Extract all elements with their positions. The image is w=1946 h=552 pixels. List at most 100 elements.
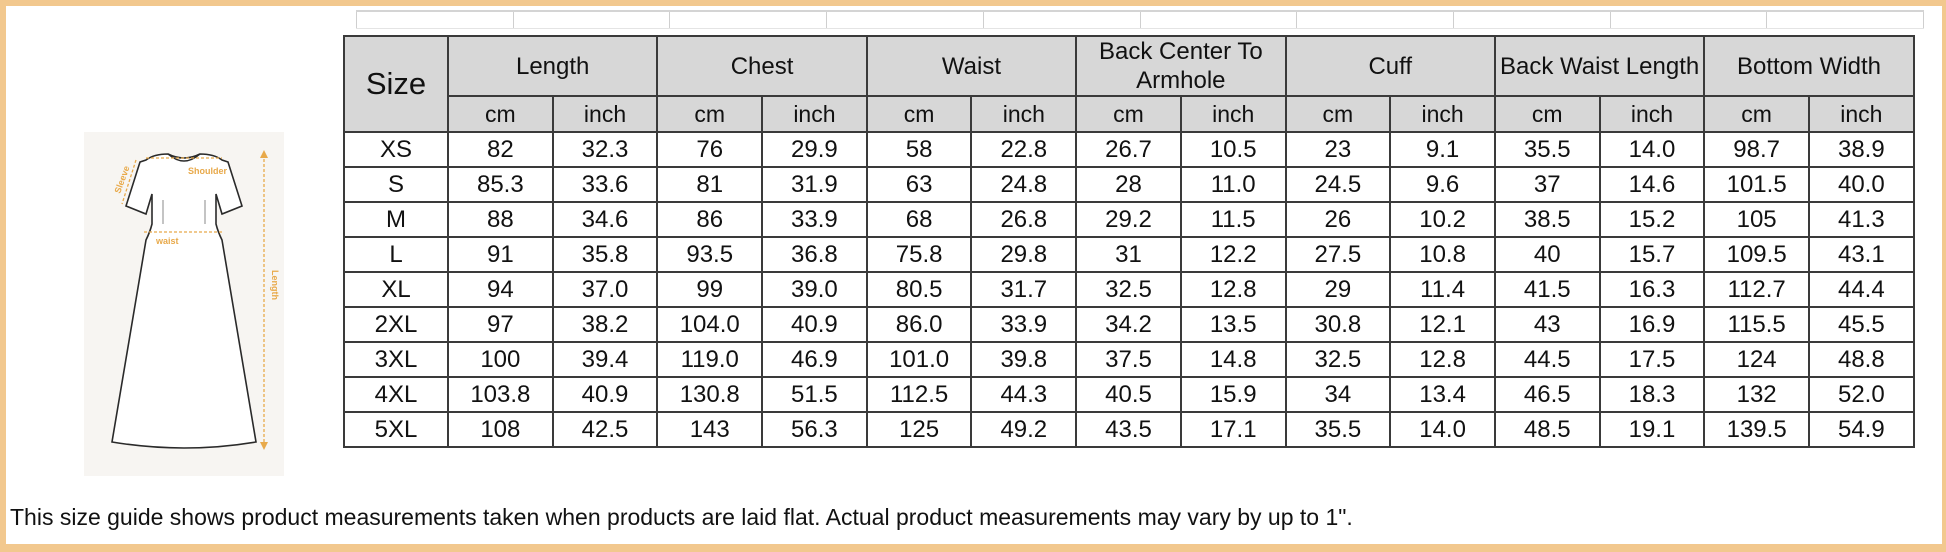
size-cell: 4XL [343, 376, 449, 413]
measurement-cell: 24.5 [1284, 166, 1392, 203]
measurement-cell: 93.5 [656, 236, 764, 273]
unit-header: cm [447, 95, 554, 133]
unit-header: inch [1389, 95, 1496, 133]
measurement-cell: 17.1 [1179, 411, 1287, 448]
measurement-cell: 88 [447, 201, 554, 238]
measurement-cell: 103.8 [447, 376, 554, 413]
measurement-cell: 105 [1703, 201, 1810, 238]
measurement-cell: 86 [656, 201, 764, 238]
measurement-cell: 28 [1075, 166, 1182, 203]
measurement-cell: 34.2 [1075, 306, 1182, 343]
measurement-group-header: Back Center To Armhole [1075, 35, 1287, 97]
measurement-cell: 37.5 [1075, 341, 1182, 378]
measurement-cell: 15.7 [1598, 236, 1706, 273]
measurement-cell: 115.5 [1703, 306, 1810, 343]
measurement-cell: 33.6 [551, 166, 659, 203]
measurement-cell: 26 [1284, 201, 1392, 238]
measurement-cell: 46.9 [761, 341, 868, 378]
measurement-cell: 11.4 [1389, 271, 1496, 308]
table-row: L 91 35.8 93.5 36.8 75.8 29.8 31 12.2 27.5 10.8 40 1… [343, 236, 1915, 273]
measurement-cell: 37 [1493, 166, 1601, 203]
measurement-cell: 40.9 [551, 376, 659, 413]
measurement-cell: 81 [656, 166, 764, 203]
size-cell: XL [343, 271, 449, 308]
measurement-cell: 33.9 [761, 201, 868, 238]
measurement-cell: 43.5 [1075, 411, 1182, 448]
measurement-cell: 125 [865, 411, 973, 448]
measurement-cell: 9.6 [1389, 166, 1496, 203]
size-chart-table: Size Length Chest Waist Back Center To Armh… [343, 35, 1915, 448]
measurement-cell: 24.8 [970, 166, 1078, 203]
measurement-cell: 18.3 [1598, 376, 1706, 413]
measurement-cell: 14.0 [1598, 131, 1706, 168]
size-column-header: Size [343, 35, 449, 133]
measurement-cell: 124 [1703, 341, 1810, 378]
size-cell: 2XL [343, 306, 449, 343]
measurement-cell: 38.2 [551, 306, 659, 343]
measurement-cell: 35.5 [1284, 411, 1392, 448]
unit-header: inch [970, 95, 1078, 133]
measurement-cell: 68 [865, 201, 973, 238]
unit-header: cm [865, 95, 973, 133]
measurement-cell: 98.7 [1703, 131, 1810, 168]
measurement-cell: 101.0 [865, 341, 973, 378]
measurement-cell: 41.3 [1807, 201, 1915, 238]
size-cell: S [343, 166, 449, 203]
measurement-cell: 52.0 [1807, 376, 1915, 413]
measurement-cell: 31 [1075, 236, 1182, 273]
measurement-cell: 35.5 [1493, 131, 1601, 168]
measurement-group-header: Bottom Width [1703, 35, 1915, 97]
measurement-cell: 27.5 [1284, 236, 1392, 273]
unit-header-row: cm inch cm inch cm inch cm inch cm inch cm inch cm in… [344, 95, 1915, 133]
measurement-cell: 82 [447, 131, 554, 168]
measurement-cell: 13.5 [1179, 306, 1287, 343]
measurement-cell: 29.9 [761, 131, 868, 168]
measurement-cell: 38.5 [1493, 201, 1601, 238]
measurement-cell: 12.8 [1389, 341, 1496, 378]
measurement-cell: 39.4 [551, 341, 659, 378]
unit-header: cm [1284, 95, 1392, 133]
table-row: 4XL 103.8 40.9 130.8 51.5 112.5 44.3 40.5 15.9 34… [343, 376, 1915, 413]
measurement-cell: 46.5 [1493, 376, 1601, 413]
unit-header: cm [1075, 95, 1182, 133]
unit-header: cm [1703, 95, 1810, 133]
measurement-cell: 109.5 [1703, 236, 1810, 273]
measurement-cell: 16.9 [1598, 306, 1706, 343]
measurement-cell: 101.5 [1703, 166, 1810, 203]
measurement-cell: 11.5 [1179, 201, 1287, 238]
measurement-cell: 119.0 [656, 341, 764, 378]
measurement-cell: 54.9 [1807, 411, 1915, 448]
measurement-cell: 12.8 [1179, 271, 1287, 308]
measurement-group-header: Chest [656, 35, 868, 97]
size-cell: 3XL [343, 341, 449, 378]
measurement-cell: 38.9 [1807, 131, 1915, 168]
cropped-table-edge [356, 10, 1925, 29]
measurement-cell: 10.2 [1389, 201, 1496, 238]
measurement-cell: 23 [1284, 131, 1392, 168]
measurement-cell: 91 [447, 236, 554, 273]
measurement-cell: 40 [1493, 236, 1601, 273]
measurement-cell: 37.0 [551, 271, 659, 308]
size-cell: 5XL [343, 411, 449, 448]
unit-header: inch [1598, 95, 1706, 133]
measurement-cell: 36.8 [761, 236, 868, 273]
measurement-cell: 104.0 [656, 306, 764, 343]
unit-header: inch [551, 95, 659, 133]
unit-header: inch [1807, 95, 1915, 133]
measurement-cell: 31.9 [761, 166, 868, 203]
measurement-group-header: Back Waist Length [1493, 35, 1706, 97]
measurement-cell: 112.5 [865, 376, 973, 413]
measurement-cell: 76 [656, 131, 764, 168]
measurement-cell: 97 [447, 306, 554, 343]
measurement-cell: 15.9 [1179, 376, 1287, 413]
measurement-cell: 14.0 [1389, 411, 1496, 448]
dress-icon [111, 153, 257, 449]
measurement-cell: 40.9 [761, 306, 868, 343]
measurement-cell: 94 [447, 271, 554, 308]
measurement-cell: 16.3 [1598, 271, 1706, 308]
measurement-cell: 26.7 [1075, 131, 1182, 168]
measurement-cell: 139.5 [1703, 411, 1810, 448]
measurement-cell: 56.3 [761, 411, 868, 448]
measurement-cell: 49.2 [970, 411, 1078, 448]
